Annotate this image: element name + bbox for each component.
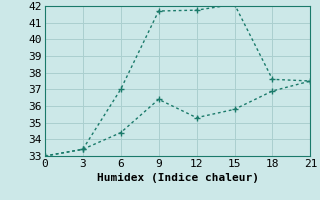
X-axis label: Humidex (Indice chaleur): Humidex (Indice chaleur) [97,173,259,183]
